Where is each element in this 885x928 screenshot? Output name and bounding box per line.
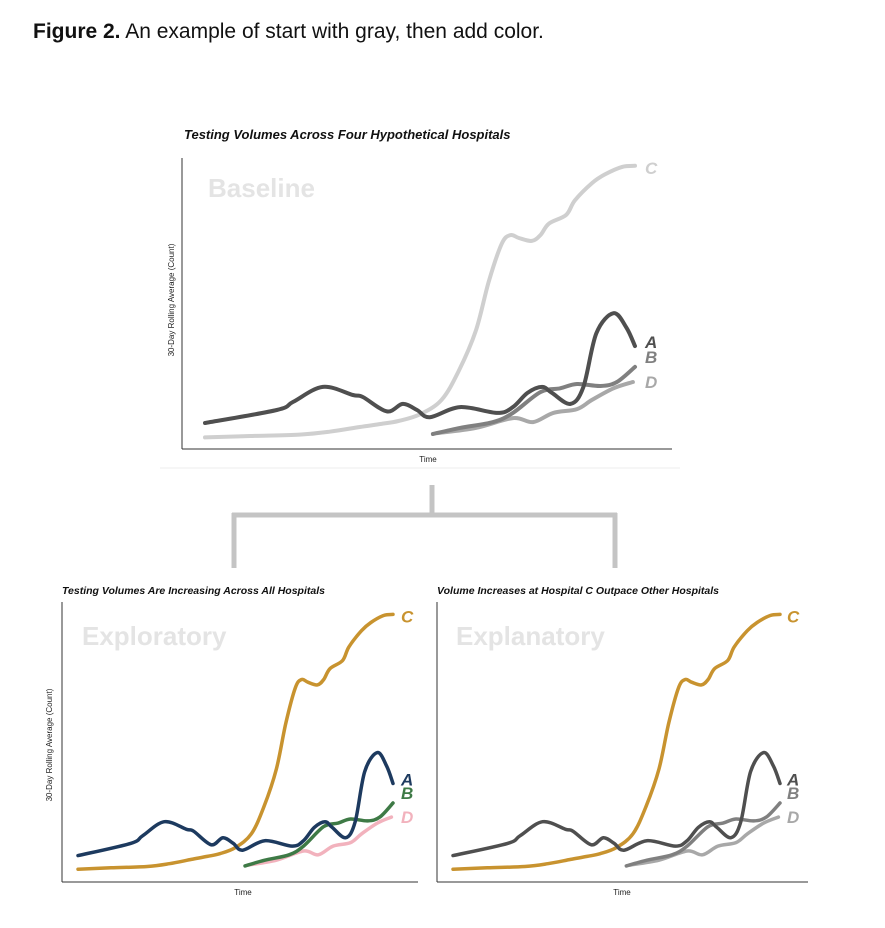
series-label-a: A [644, 333, 657, 352]
exploratory-chart: Testing Volumes Are Increasing Across Al… [45, 585, 418, 897]
series-label-d: D [787, 808, 799, 827]
y-axis-label: 30-Day Rolling Average (Count) [167, 243, 176, 356]
stage-watermark: Baseline [208, 173, 315, 203]
x-axis-label: Time [613, 888, 631, 897]
series-lines: C DBA [203, 159, 658, 440]
series-line-a [451, 750, 782, 858]
series-line-c [203, 163, 637, 440]
series-label-d: D [401, 808, 413, 827]
series-line-b [243, 801, 395, 868]
series-label-c: C [645, 159, 658, 178]
series-label-c: C [787, 607, 800, 626]
series-label-c: C [401, 607, 414, 626]
series-label-b: B [645, 348, 657, 367]
series-line-c [76, 612, 395, 871]
chart-title: Testing Volumes Across Four Hypothetical… [184, 127, 511, 142]
series-line-b [624, 801, 782, 868]
stage-watermark: Explanatory [456, 621, 605, 651]
series-line-c [451, 612, 782, 871]
figure-caption: Figure 2. An example of start with gray,… [33, 20, 544, 44]
figure-caption-text: An example of start with gray, then add … [125, 20, 544, 43]
series-label-a: A [786, 771, 799, 790]
series-label-b: B [787, 784, 799, 803]
figure-label: Figure 2. [33, 20, 121, 43]
series-label-a: A [400, 771, 413, 790]
baseline-chart: Testing Volumes Across Four Hypothetical… [167, 127, 672, 464]
x-axis-label: Time [234, 888, 252, 897]
series-line-b [430, 364, 637, 436]
series-line-a [76, 750, 395, 858]
series-label-d: D [645, 373, 657, 392]
series-lines: C DBA [76, 607, 414, 871]
chart-title: Volume Increases at Hospital C Outpace O… [437, 585, 719, 597]
connector-bracket [231, 485, 618, 568]
y-axis-label: 30-Day Rolling Average (Count) [45, 688, 54, 801]
stage-watermark: Exploratory [82, 621, 227, 651]
series-line-a [203, 311, 637, 425]
explanatory-chart: Volume Increases at Hospital C Outpace O… [436, 585, 808, 897]
series-label-b: B [401, 784, 413, 803]
x-axis-label: Time [419, 455, 437, 464]
series-lines: C DBA [451, 607, 800, 871]
chart-title: Testing Volumes Are Increasing Across Al… [62, 585, 325, 597]
